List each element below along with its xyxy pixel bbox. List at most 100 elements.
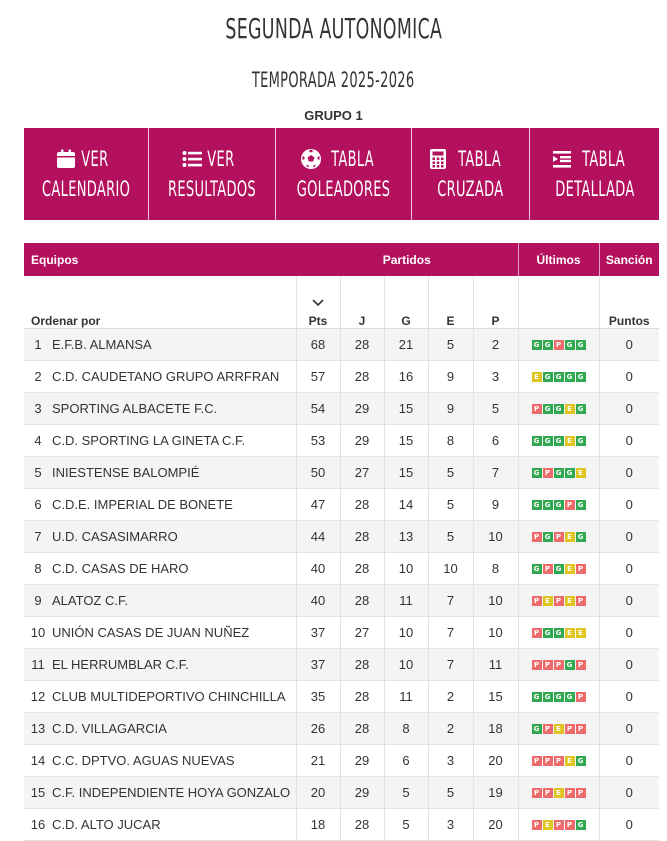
sanction-cell: 0 — [598, 360, 659, 393]
sanction-cell: 0 — [598, 712, 659, 745]
played-cell: 28 — [339, 328, 384, 361]
result-badge: P — [542, 723, 553, 734]
competition-title: SEGUNDA AUTONOMICA — [0, 12, 667, 45]
team-link[interactable]: E.F.B. ALMANSA — [52, 328, 296, 361]
position-cell: 15 — [24, 776, 52, 809]
table-header-sub: Ordenar por Pts J G E P Puntos — [24, 276, 659, 329]
lost-cell: 10 — [472, 616, 518, 649]
result-badge: G — [564, 371, 575, 382]
team-link[interactable]: SPORTING ALBACETE F.C. — [52, 392, 296, 425]
team-link[interactable]: C.D. CAUDETANO GRUPO ARRFRAN — [52, 360, 296, 393]
played-cell: 29 — [339, 776, 384, 809]
won-cell: 5 — [383, 808, 428, 841]
won-cell: 5 — [383, 776, 428, 809]
result-badge: G — [564, 467, 575, 478]
drawn-cell: 3 — [427, 744, 473, 777]
pts-cell: 47 — [295, 488, 340, 521]
lost-cell: 3 — [472, 360, 518, 393]
result-badge: G — [531, 691, 542, 702]
view-calendar-button[interactable]: VER CALENDARIO — [24, 128, 149, 220]
result-badge: E — [531, 371, 542, 382]
result-badge: G — [531, 499, 542, 510]
result-badge: P — [531, 403, 542, 414]
sanction-cell: 0 — [598, 520, 659, 553]
team-link[interactable]: CLUB MULTIDEPORTIVO CHINCHILLA — [52, 680, 296, 713]
result-badge: P — [542, 659, 553, 670]
won-cell: 11 — [383, 680, 428, 713]
result-badge: P — [575, 563, 586, 574]
view-results-button[interactable]: VER RESULTADOS — [149, 128, 276, 220]
result-badge: G — [542, 531, 553, 542]
sanction-cell: 0 — [598, 424, 659, 457]
position-cell: 5 — [24, 456, 52, 489]
team-link[interactable]: C.F. INDEPENDIENTE HOYA GONZALO — [52, 776, 296, 809]
table-row: 13 C.D. VILLAGARCIA 26 28 8 2 18 G P E P P 0 — [24, 712, 659, 745]
team-link[interactable]: C.D. ALTO JUCAR — [52, 808, 296, 841]
position-cell: 14 — [24, 744, 52, 777]
result-badge: G — [553, 627, 564, 638]
pts-cell: 53 — [295, 424, 340, 457]
season-title-text: TEMPORADA 2025-2026 — [252, 68, 415, 92]
team-link[interactable]: C.D. CASAS DE HARO — [52, 552, 296, 585]
result-badge: P — [542, 563, 553, 574]
result-badge: E — [542, 819, 553, 830]
result-badge: E — [564, 563, 575, 574]
scorers-table-button[interactable]: TABLA GOLEADORES — [276, 128, 412, 220]
sort-pts-header[interactable]: Pts — [295, 276, 340, 329]
lost-cell: 15 — [472, 680, 518, 713]
won-cell: 13 — [383, 520, 428, 553]
team-link[interactable]: EL HERRUMBLAR C.F. — [52, 648, 296, 681]
e-header: E — [427, 276, 473, 329]
pts-cell: 68 — [295, 328, 340, 361]
cross-table-button[interactable]: TABLA CRUZADA — [412, 128, 530, 220]
played-cell: 28 — [339, 808, 384, 841]
result-badge: G — [575, 371, 586, 382]
sanction-cell: 0 — [598, 456, 659, 489]
won-cell: 21 — [383, 328, 428, 361]
result-badge: P — [531, 531, 542, 542]
team-link[interactable]: ALATOZ C.F. — [52, 584, 296, 617]
soccer-ball-icon — [300, 148, 322, 170]
lost-cell: 7 — [472, 456, 518, 489]
sanction-cell: 0 — [598, 680, 659, 713]
played-cell: 27 — [339, 456, 384, 489]
lost-cell: 8 — [472, 552, 518, 585]
lost-cell: 6 — [472, 424, 518, 457]
team-link[interactable]: C.D. VILLAGARCIA — [52, 712, 296, 745]
team-link[interactable]: U.D. CASASIMARRO — [52, 520, 296, 553]
result-badge: P — [553, 659, 564, 670]
team-link[interactable]: INIESTENSE BALOMPIÉ — [52, 456, 296, 489]
result-badge: G — [531, 435, 542, 446]
result-badge: P — [575, 659, 586, 670]
result-badge: G — [564, 691, 575, 702]
points-header: Puntos — [598, 276, 659, 329]
position-cell: 11 — [24, 648, 52, 681]
result-badge: P — [531, 659, 542, 670]
detailed-table-button[interactable]: TABLA DETALLADA — [530, 128, 659, 220]
p-header: P — [472, 276, 518, 329]
team-link[interactable]: C.D.E. IMPERIAL DE BONETE — [52, 488, 296, 521]
nav-line2: RESULTADOS — [167, 177, 257, 201]
team-link[interactable]: C.D. SPORTING LA GINETA C.F. — [52, 424, 296, 457]
pts-cell: 37 — [295, 616, 340, 649]
team-link[interactable]: C.C. DPTVO. AGUAS NUEVAS — [52, 744, 296, 777]
team-link[interactable]: UNIÓN CASAS DE JUAN NUÑEZ — [52, 616, 296, 649]
result-badge: E — [564, 435, 575, 446]
played-cell: 29 — [339, 392, 384, 425]
table-header-top: Equipos Partidos Últimos Sanción — [24, 243, 659, 276]
drawn-cell: 10 — [427, 552, 473, 585]
sanction-cell: 0 — [598, 648, 659, 681]
result-badge: E — [575, 467, 586, 478]
result-badge: G — [575, 531, 586, 542]
